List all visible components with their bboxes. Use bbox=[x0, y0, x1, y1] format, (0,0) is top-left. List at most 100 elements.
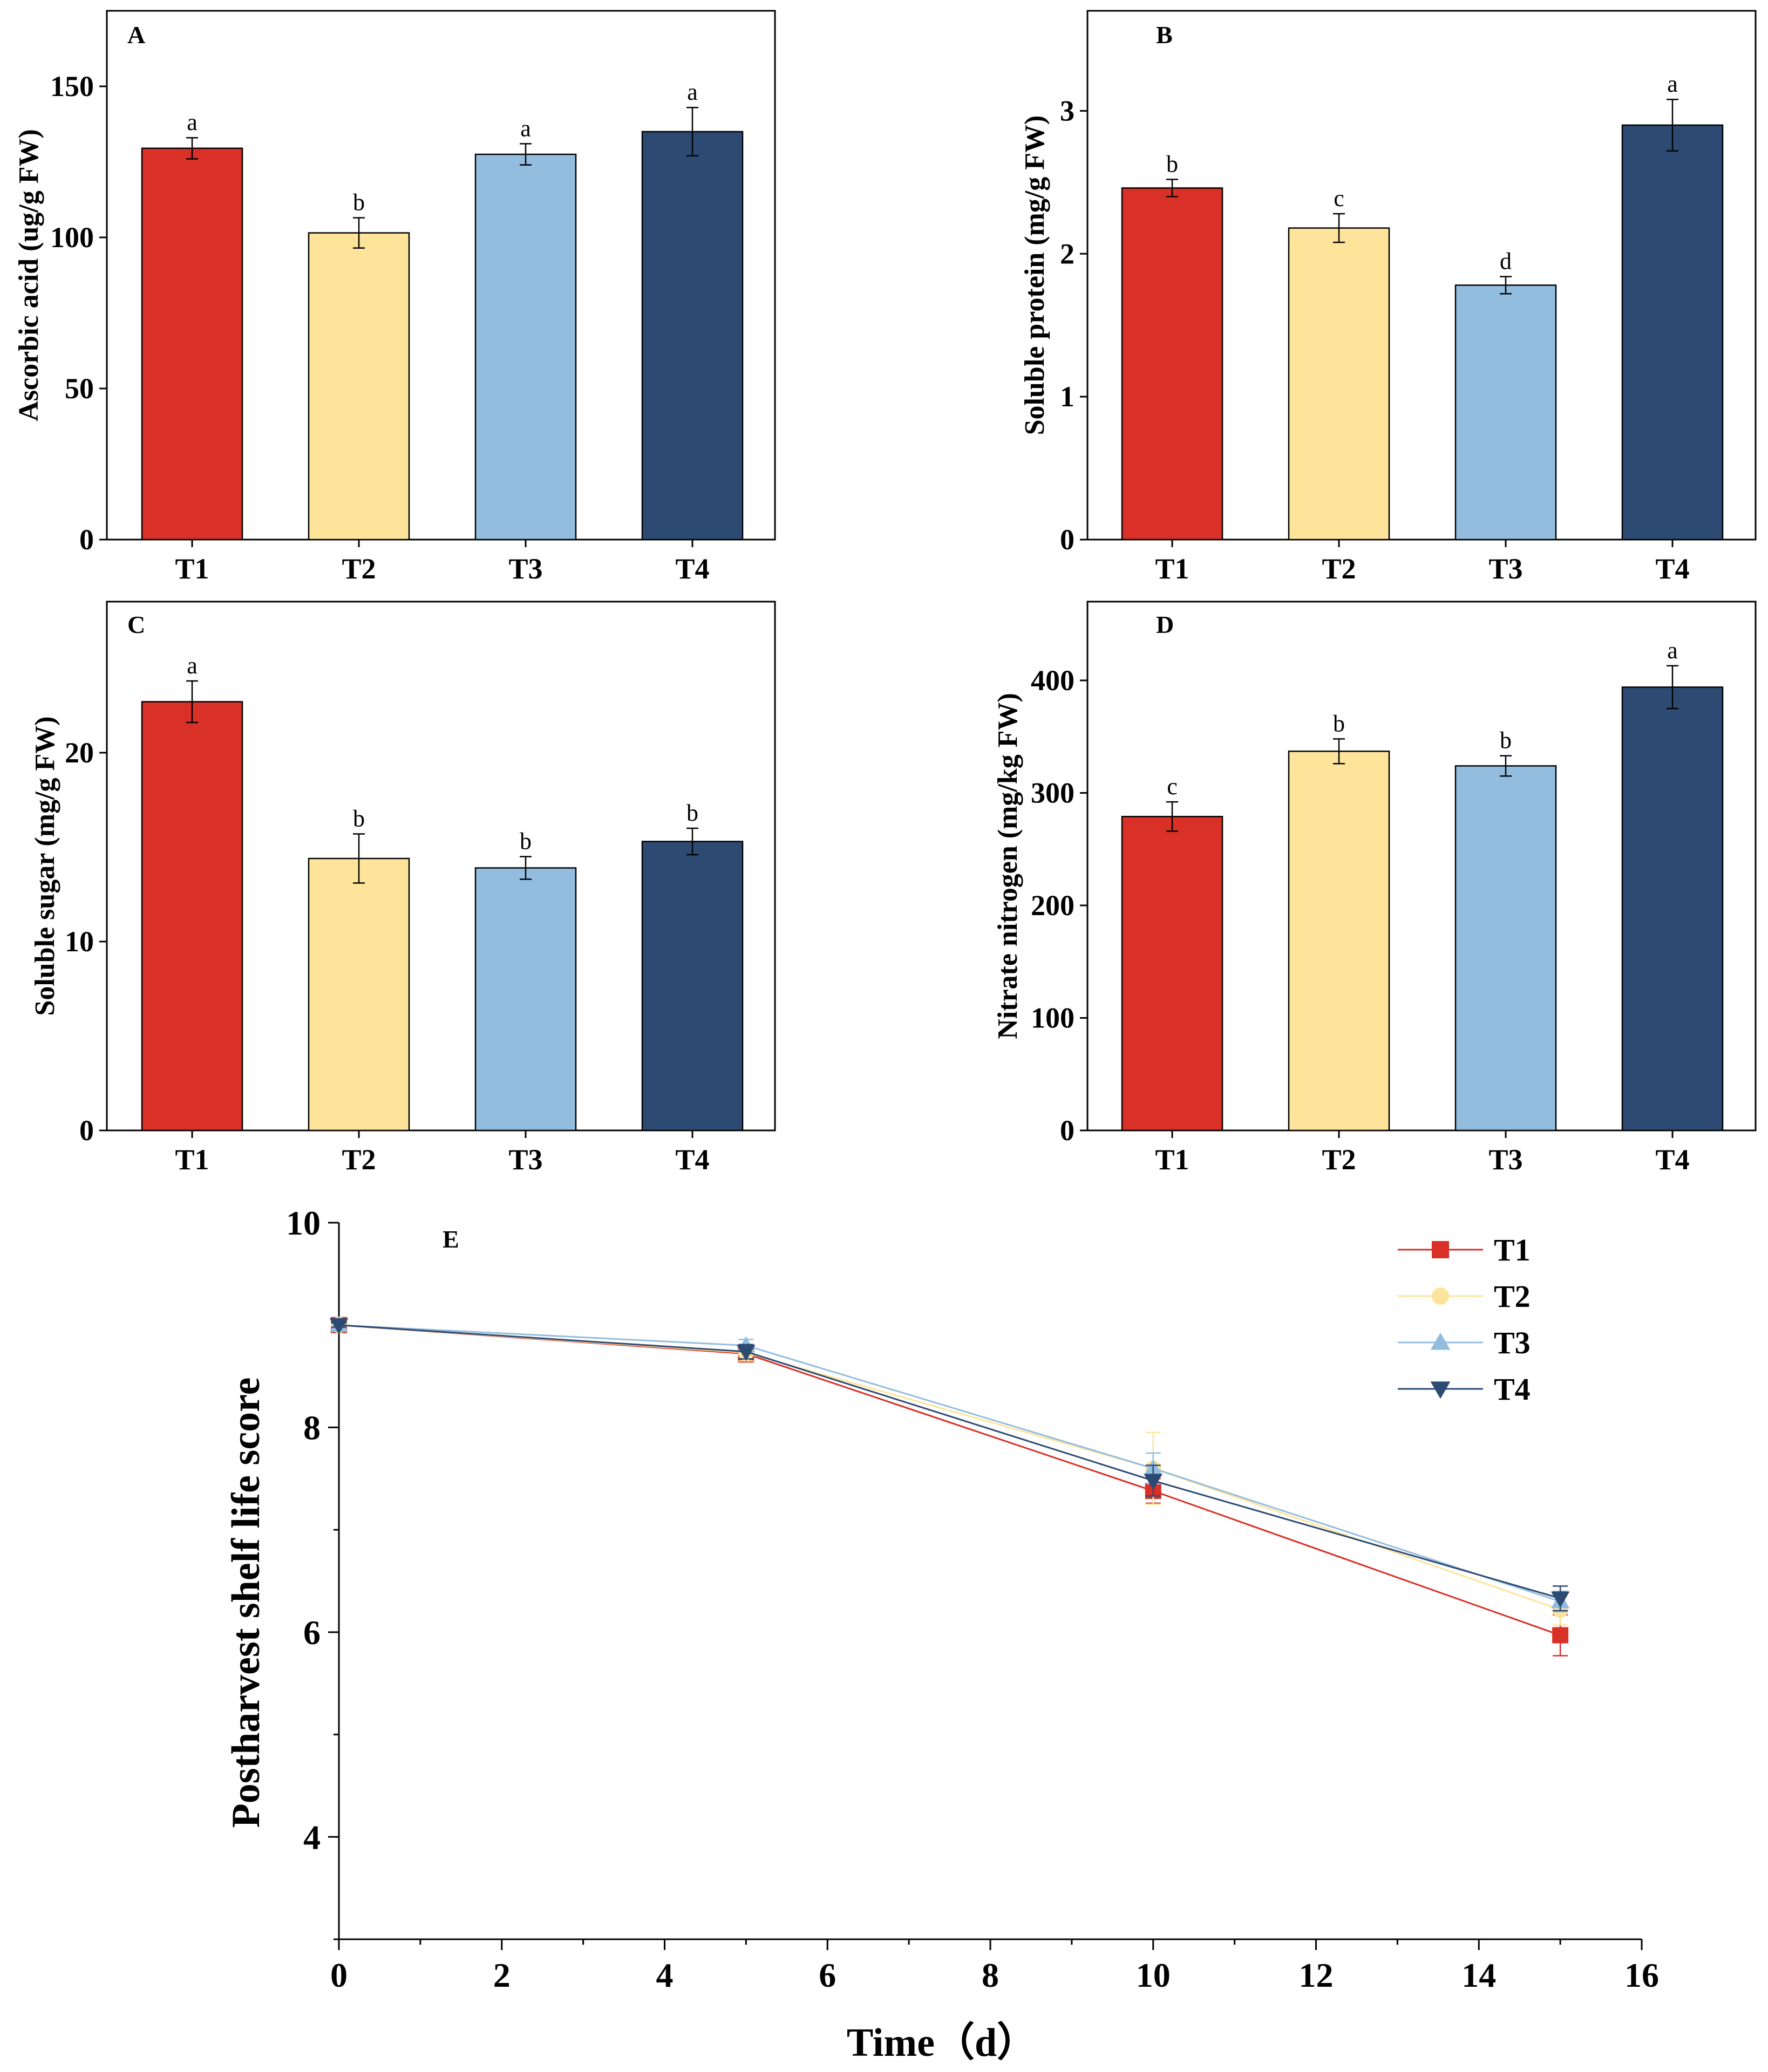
panel-e-x-tick-label: 12 bbox=[1299, 1956, 1334, 1994]
panel-b-y-tick-label: 3 bbox=[1060, 94, 1075, 127]
panel-e-x-tick-label: 6 bbox=[819, 1956, 836, 1994]
panel-d-y-tick-label: 400 bbox=[1031, 664, 1075, 697]
panel-a-letter: A bbox=[127, 21, 145, 49]
panel-a-plot-frame bbox=[106, 10, 776, 541]
panel-e-legend-label-t1: T1 bbox=[1494, 1232, 1531, 1267]
panel-e-x-tick-label: 14 bbox=[1461, 1956, 1496, 1994]
panel-e-point-t4 bbox=[1551, 1591, 1570, 1608]
panel-c-bar-t1 bbox=[141, 701, 243, 1132]
panel-d-significance-label: b bbox=[1500, 727, 1512, 754]
panel-d-chart: D 0 100 200 300 400 Nitrate nitrogen (mg/kg F… bbox=[992, 601, 1757, 1176]
panel-d-x-tick-label: T3 bbox=[1488, 1143, 1522, 1176]
panel-c-y-axis-title: Soluble sugar (mg/g FW) bbox=[30, 716, 60, 1015]
panel-c-significance-label: b bbox=[520, 828, 532, 855]
panel-e-x-tick-label: 10 bbox=[1136, 1956, 1171, 1994]
panel-e-legend-marker-t3 bbox=[1430, 1332, 1451, 1350]
panel-c-y-tick-label: 0 bbox=[79, 1114, 94, 1147]
panel-c-x-tick-label: T3 bbox=[508, 1143, 542, 1176]
panel-e-line-t2 bbox=[338, 1324, 1561, 1611]
panel-e-legend-label-t4: T4 bbox=[1494, 1372, 1531, 1407]
panel-b-y-tick-label: 1 bbox=[1060, 380, 1075, 413]
panel-e-legend-marker-t2 bbox=[1432, 1287, 1449, 1305]
panel-c-y-tick-label: 10 bbox=[65, 925, 94, 958]
panel-b-bar-t4 bbox=[1621, 124, 1724, 541]
panel-e-legend-label-t2: T2 bbox=[1494, 1279, 1531, 1314]
panel-e-line-t3 bbox=[338, 1324, 1561, 1603]
panel-a-y-axis-title: Ascorbic acid (ug/g FW) bbox=[13, 129, 44, 421]
panel-e-x-tick-label: 2 bbox=[493, 1956, 511, 1994]
panel-d-y-tick-label: 0 bbox=[1060, 1114, 1075, 1147]
panel-b-y-tick-label: 2 bbox=[1060, 237, 1075, 270]
panel-d-x-tick-label: T1 bbox=[1155, 1143, 1189, 1176]
panel-c-bar-t2 bbox=[308, 857, 410, 1132]
panel-d-letter: D bbox=[1156, 611, 1174, 638]
panel-b-significance-label: c bbox=[1334, 185, 1344, 212]
panel-d-bar-t1 bbox=[1121, 816, 1223, 1132]
panel-b-significance-label: a bbox=[1667, 71, 1678, 97]
panel-e-y-tick-label: 10 bbox=[286, 1204, 321, 1242]
panel-d-y-tick-label: 100 bbox=[1031, 1001, 1075, 1034]
panel-d-x-tick-label: T2 bbox=[1322, 1143, 1356, 1176]
panel-e-chart: E 4 6 8 10 0 2 4 6 8 10 12 14 16 Time（d） Postharvest s… bbox=[224, 1204, 1659, 2065]
panel-a-significance-label: a bbox=[187, 109, 198, 135]
panel-c-x-tick-label: T4 bbox=[675, 1143, 709, 1176]
panel-b-bar-t3 bbox=[1454, 284, 1557, 541]
panel-e-point-t4 bbox=[1144, 1474, 1162, 1490]
panel-a-x-tick-label: T4 bbox=[675, 553, 709, 585]
panel-a-x-tick-label: T2 bbox=[342, 553, 376, 585]
panel-a-y-tick-label: 50 bbox=[65, 372, 94, 405]
panel-e-y-tick-label: 4 bbox=[303, 1818, 321, 1856]
panel-e-legend-label-t3: T3 bbox=[1494, 1325, 1531, 1360]
panel-b-x-tick-label: T2 bbox=[1322, 553, 1356, 585]
panel-e-legend-marker-t4 bbox=[1430, 1381, 1451, 1399]
panel-a-bar-t3 bbox=[474, 153, 577, 541]
panel-c-x-tick-label: T2 bbox=[342, 1143, 376, 1176]
panel-a-x-tick-label: T3 bbox=[508, 553, 542, 585]
panel-a-y-tick-label: 150 bbox=[50, 70, 94, 103]
panel-e-point-t4 bbox=[737, 1345, 756, 1361]
panel-b-significance-label: d bbox=[1500, 248, 1512, 275]
panel-c-significance-label: b bbox=[353, 806, 365, 832]
panel-b-significance-label: b bbox=[1166, 151, 1178, 178]
panel-b-plot-frame bbox=[1086, 10, 1757, 541]
panel-a-significance-label: b bbox=[353, 189, 365, 216]
panel-e-x-tick-label: 4 bbox=[656, 1956, 674, 1994]
panel-d-bar-t3 bbox=[1454, 765, 1557, 1132]
panel-e-point-t1 bbox=[1552, 1627, 1569, 1644]
panel-a-y-tick-label: 100 bbox=[50, 221, 94, 254]
panel-e-x-tick-label: 8 bbox=[982, 1956, 999, 1994]
panel-c-bar-t3 bbox=[474, 867, 577, 1132]
panel-d-bar-t4 bbox=[1621, 686, 1724, 1132]
panel-e-x-tick-label: 16 bbox=[1624, 1956, 1659, 1994]
panel-e-x-axis-title: Time（d） bbox=[847, 2021, 1037, 2065]
panel-e-legend-marker-t1 bbox=[1432, 1241, 1449, 1258]
panel-e-letter: E bbox=[443, 1225, 459, 1253]
panel-e-y-axis-title: Postharvest shelf life score bbox=[224, 1377, 268, 1828]
panel-c-x-tick-label: T1 bbox=[175, 1143, 209, 1176]
panel-a-significance-label: a bbox=[520, 115, 531, 141]
panel-b-x-tick-label: T1 bbox=[1155, 553, 1189, 585]
panel-d-y-tick-label: 300 bbox=[1031, 776, 1075, 809]
panel-a-bar-t4 bbox=[641, 131, 744, 541]
panel-b-x-tick-label: T3 bbox=[1488, 553, 1522, 585]
panel-d-x-tick-label: T4 bbox=[1655, 1143, 1689, 1176]
panel-e-x-tick-label: 0 bbox=[330, 1956, 348, 1994]
panel-d-significance-label: b bbox=[1333, 710, 1345, 737]
panel-c-plot-frame bbox=[106, 601, 776, 1132]
panel-c-y-tick-label: 20 bbox=[65, 737, 94, 769]
panel-b-y-tick-label: 0 bbox=[1060, 523, 1075, 556]
panel-c-significance-label: b bbox=[686, 800, 698, 826]
panel-c-significance-label: a bbox=[187, 652, 198, 679]
panel-d-plot-frame bbox=[1086, 601, 1757, 1132]
panel-e-point-t4 bbox=[329, 1318, 349, 1334]
panel-b-x-tick-label: T4 bbox=[1655, 553, 1689, 585]
panel-a-significance-label: a bbox=[687, 79, 698, 105]
panel-a-bar-t2 bbox=[308, 232, 410, 541]
panel-d-significance-label: a bbox=[1667, 637, 1678, 664]
panel-a-x-tick-label: T1 bbox=[175, 553, 209, 585]
panel-b-bar-t2 bbox=[1288, 227, 1390, 541]
panel-d-y-axis-title: Nitrate nitrogen (mg/kg FW) bbox=[992, 693, 1023, 1039]
panel-a-bar-t1 bbox=[141, 147, 243, 541]
panel-b-chart: B 0 1 2 3 Soluble protein (mg/g FW) b T1 c T2 d T3… bbox=[1019, 10, 1757, 585]
